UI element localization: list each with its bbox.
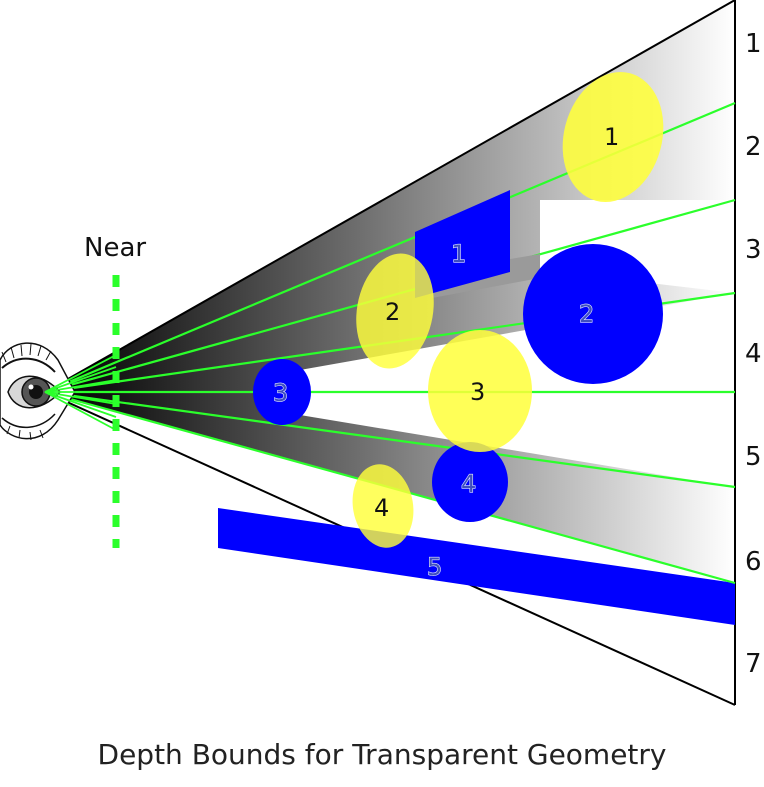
yellow-shape-2 xyxy=(356,253,434,369)
slice-label-6: 6 xyxy=(745,547,762,577)
blue-label-4: 4 xyxy=(461,470,476,498)
yellow-label-1: 1 xyxy=(604,123,619,151)
blue-label-5: 5 xyxy=(427,553,442,581)
slice-label-4: 4 xyxy=(745,339,762,369)
blue-shape-3 xyxy=(253,359,311,425)
yellow-label-3: 3 xyxy=(470,378,485,406)
near-label: Near xyxy=(84,233,146,263)
yellow-shape-4 xyxy=(352,464,414,548)
eye-icon xyxy=(0,342,76,441)
blue-shape-2 xyxy=(523,244,663,384)
yellow-label-4: 4 xyxy=(374,494,389,522)
slice-label-2: 2 xyxy=(745,132,762,162)
blue-shape-5 xyxy=(218,508,735,625)
blue-shape-4 xyxy=(432,442,508,522)
blue-label-1: 1 xyxy=(451,240,466,268)
slice-label-7: 7 xyxy=(745,649,762,679)
diagram-title: Depth Bounds for Transparent Geometry xyxy=(98,738,667,771)
yellow-shape-3 xyxy=(428,330,532,452)
blue-label-3: 3 xyxy=(273,379,288,407)
slice-label-5: 5 xyxy=(745,442,762,472)
eye-rays xyxy=(44,354,117,431)
yellow-label-2: 2 xyxy=(385,298,400,326)
blue-shape-1 xyxy=(415,190,510,298)
slice-label-3: 3 xyxy=(745,235,762,265)
yellow-shape-1 xyxy=(562,71,664,203)
blue-label-2: 2 xyxy=(579,300,594,328)
slice-label-1: 1 xyxy=(745,29,762,59)
